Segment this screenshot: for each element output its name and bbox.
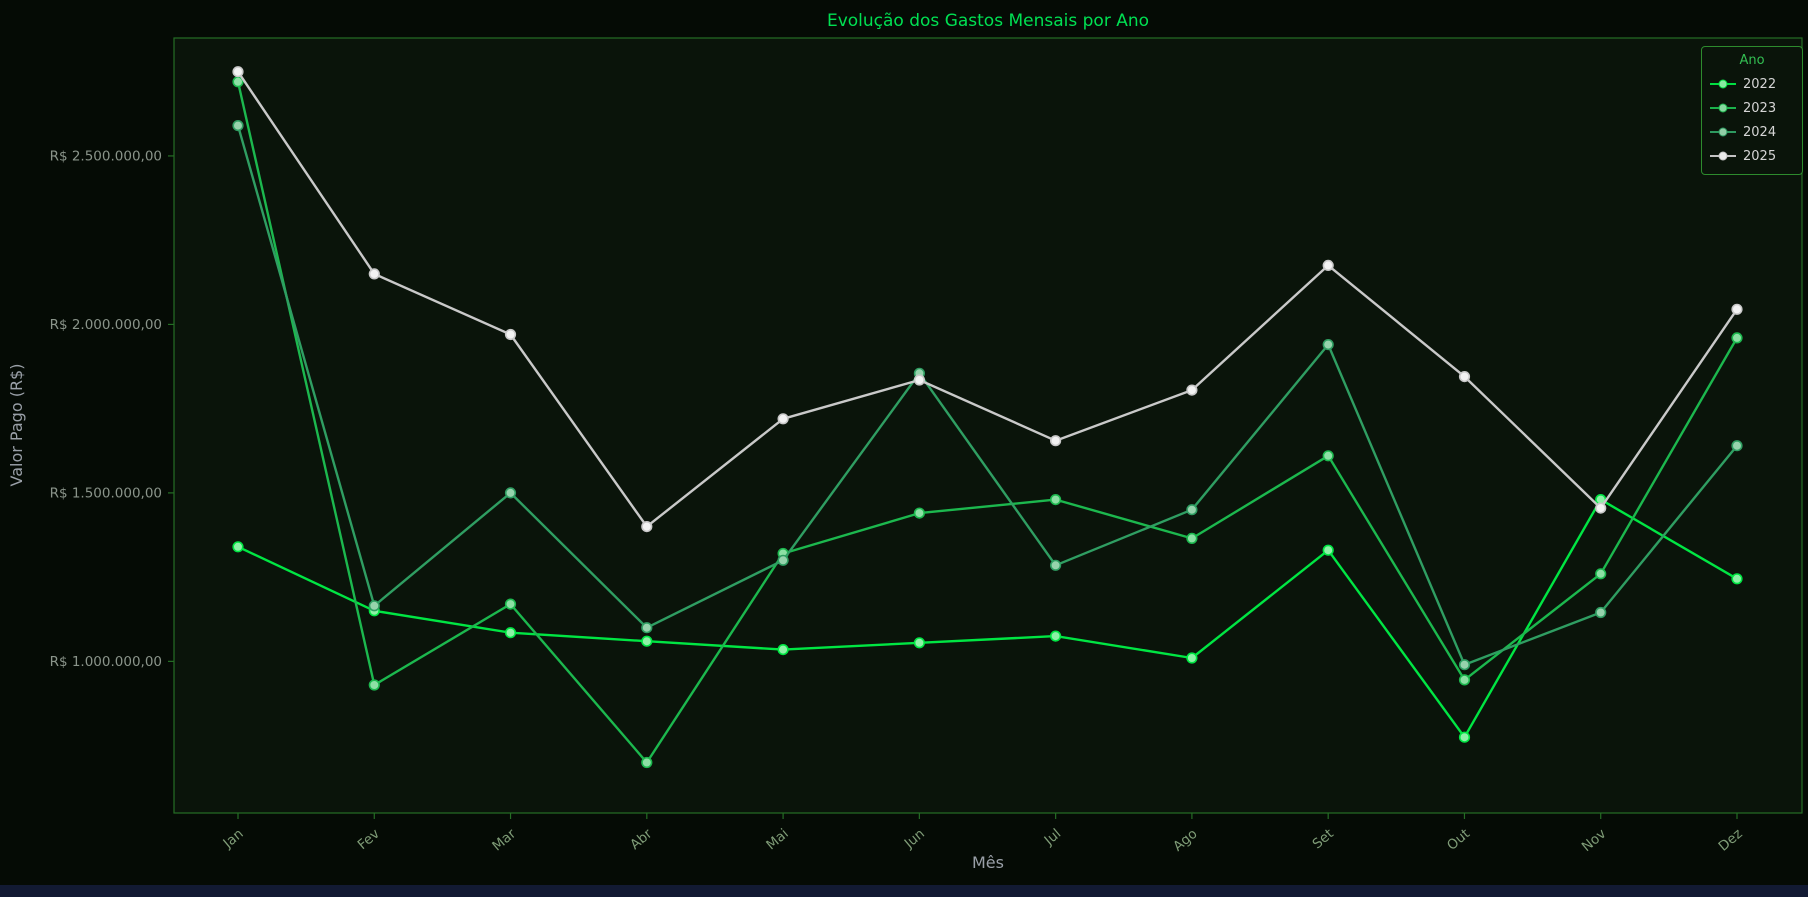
plot-area xyxy=(173,37,1803,814)
x-tick-label: Mar xyxy=(489,826,519,855)
y-axis-label: Valor Pago (R$) xyxy=(7,364,26,487)
series-line-2022 xyxy=(236,498,1739,739)
point-2025-Nov xyxy=(1595,502,1607,514)
point-2024-Dez xyxy=(1731,440,1743,452)
point-2022-Ago xyxy=(1186,652,1198,664)
legend-marker-icon xyxy=(1718,103,1728,113)
x-tick-label: Ago xyxy=(1170,826,1200,855)
point-2024-Set xyxy=(1322,339,1334,351)
point-2022-Set xyxy=(1322,544,1334,556)
point-2023-Dez xyxy=(1731,332,1743,344)
x-tick-label: Nov xyxy=(1579,826,1609,855)
point-2024-Nov xyxy=(1595,606,1607,619)
point-2025-Jul xyxy=(1049,435,1062,447)
point-2022-Abr xyxy=(641,635,653,647)
y-tick-label: R$ 2.000.000,00 xyxy=(50,317,162,333)
point-2025-Mai xyxy=(777,413,789,425)
point-2022-Dez xyxy=(1731,573,1743,585)
x-tick-label: Out xyxy=(1444,826,1473,854)
point-2024-Mai xyxy=(777,554,789,566)
point-2025-Dez xyxy=(1731,303,1743,315)
point-2025-Jan xyxy=(232,66,244,78)
point-2024-Jul xyxy=(1049,559,1062,571)
legend-entry-2022: 2022 xyxy=(1710,72,1794,96)
point-2024-Fev xyxy=(368,600,380,612)
point-2023-Nov xyxy=(1595,568,1607,580)
legend-line-sample xyxy=(1710,151,1736,161)
point-2022-Out xyxy=(1458,731,1471,743)
point-2023-Mar xyxy=(504,598,517,610)
y-tick-label: R$ 1.500.000,00 xyxy=(50,485,162,501)
point-2025-Out xyxy=(1458,371,1471,383)
series-line-2025 xyxy=(236,70,1739,528)
point-2025-Jun xyxy=(913,374,926,386)
legend-marker-icon xyxy=(1718,79,1728,89)
x-tick-label: Jan xyxy=(220,826,247,852)
point-2023-Ago xyxy=(1186,532,1198,545)
point-2022-Jul xyxy=(1049,630,1062,642)
bottom-bar xyxy=(0,885,1808,897)
point-2024-Ago xyxy=(1186,504,1198,516)
y-tick-label: R$ 1.000.000,00 xyxy=(50,654,162,670)
point-2023-Fev xyxy=(368,679,380,691)
x-tick-label: Jul xyxy=(1041,826,1065,849)
point-2023-Set xyxy=(1322,450,1334,462)
legend-line-sample xyxy=(1710,127,1736,137)
legend-line-sample xyxy=(1710,103,1736,113)
x-tick-label: Dez xyxy=(1716,826,1746,855)
point-2025-Abr xyxy=(641,520,653,533)
plot-layer: R$ 1.000.000,00 R$ 1.500.000,00 R$ 2.000.0… xyxy=(50,37,1803,855)
point-2023-Abr xyxy=(641,756,653,769)
point-2023-Jun xyxy=(913,507,926,519)
x-tick-label: Fev xyxy=(355,826,383,853)
point-2025-Fev xyxy=(368,268,380,280)
point-2025-Mar xyxy=(504,328,517,341)
legend-title: Ano xyxy=(1739,53,1765,68)
series-line-2023 xyxy=(236,80,1739,764)
legend: Ano 2022 2023 2024 2025 xyxy=(1701,46,1803,175)
legend-marker-icon xyxy=(1718,151,1728,161)
point-2022-Jun xyxy=(913,637,926,649)
legend-label: 2025 xyxy=(1743,148,1777,164)
point-2025-Set xyxy=(1322,259,1334,272)
y-tick-label: R$ 2.500.000,00 xyxy=(50,148,162,164)
legend-entry-2025: 2025 xyxy=(1710,144,1794,168)
legend-label: 2024 xyxy=(1743,124,1777,140)
point-2024-Abr xyxy=(641,622,653,634)
point-2024-Jan xyxy=(232,119,244,132)
legend-line-sample xyxy=(1710,79,1736,89)
point-2022-Mai xyxy=(777,643,789,656)
chart-title: Evolução dos Gastos Mensais por Ano xyxy=(827,11,1149,31)
point-2024-Mar xyxy=(504,487,517,499)
point-2022-Jan xyxy=(232,541,244,553)
x-tick-label: Set xyxy=(1309,826,1336,853)
legend-entries: 2022 2023 2024 2025 xyxy=(1710,72,1794,168)
legend-label: 2023 xyxy=(1743,100,1777,116)
x-axis-label: Mês xyxy=(972,853,1004,872)
point-2023-Out xyxy=(1458,674,1471,686)
x-tick-label: Jun xyxy=(901,826,928,852)
point-2022-Mar xyxy=(504,627,517,639)
point-2024-Out xyxy=(1458,659,1471,671)
series-line-2024 xyxy=(236,124,1739,666)
x-tick-label: Abr xyxy=(627,826,656,854)
point-2023-Jul xyxy=(1049,494,1062,506)
legend-entry-2024: 2024 xyxy=(1710,120,1794,144)
legend-marker-icon xyxy=(1718,127,1728,137)
legend-label: 2022 xyxy=(1743,76,1777,92)
legend-entry-2023: 2023 xyxy=(1710,96,1794,120)
point-2025-Ago xyxy=(1186,384,1198,396)
x-tick-label: Mai xyxy=(763,826,791,853)
